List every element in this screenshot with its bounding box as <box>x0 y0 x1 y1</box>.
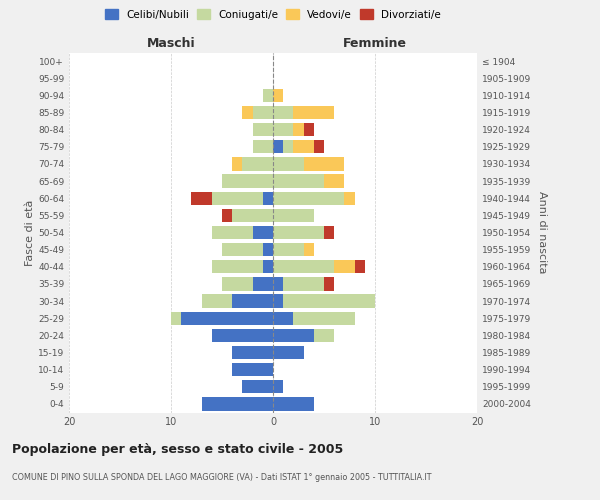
Bar <box>212 328 273 342</box>
Bar <box>283 140 293 153</box>
Bar <box>232 346 273 359</box>
Bar <box>232 363 273 376</box>
Bar <box>222 208 232 222</box>
Bar <box>293 140 314 153</box>
Bar <box>273 294 283 308</box>
Bar <box>263 88 273 102</box>
Bar <box>242 157 273 170</box>
Bar <box>232 208 273 222</box>
Bar <box>273 88 283 102</box>
Bar <box>202 397 273 410</box>
Bar <box>293 106 334 119</box>
Bar <box>273 328 314 342</box>
Bar <box>273 140 283 153</box>
Bar <box>293 312 355 325</box>
Bar <box>344 192 355 205</box>
Bar <box>273 192 344 205</box>
Bar <box>263 260 273 274</box>
Bar <box>273 397 314 410</box>
Bar <box>293 123 304 136</box>
Bar <box>273 106 293 119</box>
Bar <box>304 157 344 170</box>
Bar <box>263 192 273 205</box>
Text: Maschi: Maschi <box>146 37 196 50</box>
Bar <box>273 123 293 136</box>
Bar <box>314 328 334 342</box>
Bar <box>273 260 334 274</box>
Bar <box>253 140 273 153</box>
Y-axis label: Anni di nascita: Anni di nascita <box>536 191 547 274</box>
Bar <box>283 277 324 290</box>
Legend: Celibi/Nubili, Coniugati/e, Vedovi/e, Divorziati/e: Celibi/Nubili, Coniugati/e, Vedovi/e, Di… <box>101 5 445 24</box>
Bar <box>232 157 242 170</box>
Bar <box>222 174 273 188</box>
Bar <box>334 260 355 274</box>
Bar <box>242 106 253 119</box>
Bar <box>181 312 273 325</box>
Bar <box>273 277 283 290</box>
Bar <box>202 294 232 308</box>
Bar <box>273 174 324 188</box>
Bar <box>304 243 314 256</box>
Bar <box>273 157 304 170</box>
Bar <box>273 380 283 394</box>
Bar <box>263 243 273 256</box>
Bar <box>232 294 273 308</box>
Y-axis label: Fasce di età: Fasce di età <box>25 200 35 266</box>
Bar <box>324 174 344 188</box>
Bar <box>324 226 334 239</box>
Bar <box>304 123 314 136</box>
Bar <box>283 294 375 308</box>
Bar <box>253 106 273 119</box>
Bar <box>355 260 365 274</box>
Text: Femmine: Femmine <box>343 37 407 50</box>
Bar <box>222 277 253 290</box>
Bar <box>314 140 324 153</box>
Bar <box>171 312 181 325</box>
Bar <box>212 260 263 274</box>
Bar <box>273 208 314 222</box>
Bar <box>212 192 263 205</box>
Bar <box>273 243 304 256</box>
Bar <box>273 346 304 359</box>
Text: Popolazione per età, sesso e stato civile - 2005: Popolazione per età, sesso e stato civil… <box>12 442 343 456</box>
Bar <box>273 312 293 325</box>
Bar <box>212 226 253 239</box>
Bar <box>253 226 273 239</box>
Text: COMUNE DI PINO SULLA SPONDA DEL LAGO MAGGIORE (VA) - Dati ISTAT 1° gennaio 2005 : COMUNE DI PINO SULLA SPONDA DEL LAGO MAG… <box>12 472 431 482</box>
Bar <box>242 380 273 394</box>
Bar <box>324 277 334 290</box>
Bar <box>222 243 263 256</box>
Bar <box>253 277 273 290</box>
Bar <box>253 123 273 136</box>
Bar <box>273 226 324 239</box>
Bar <box>191 192 212 205</box>
